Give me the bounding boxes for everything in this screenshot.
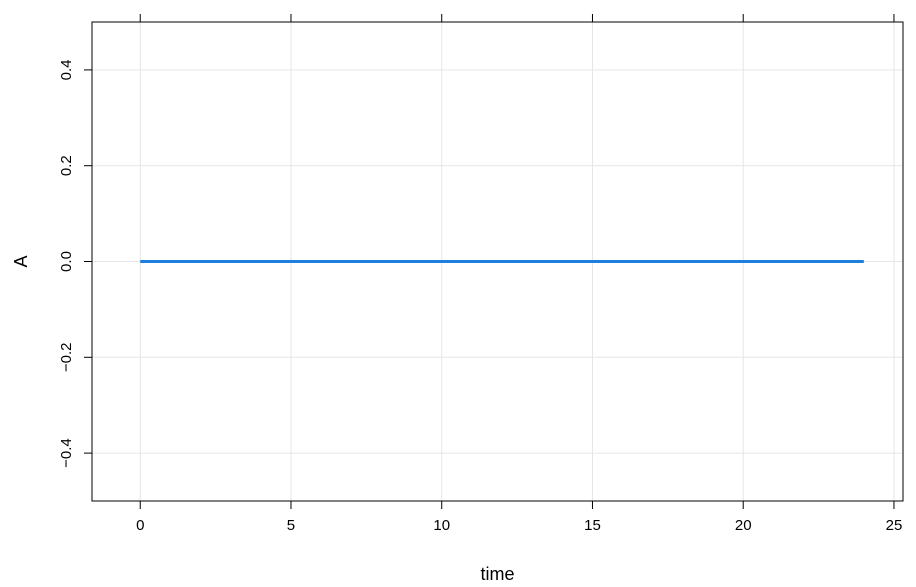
y-tick-label: 0.4: [58, 59, 75, 80]
y-tick-label: −0.4: [58, 438, 75, 468]
x-axis-title: time: [480, 564, 514, 584]
y-tick-label: 0.0: [58, 251, 75, 272]
y-axis-title: A: [11, 255, 31, 267]
x-tick-label: 25: [886, 517, 903, 534]
x-tick-label: 5: [287, 517, 295, 534]
y-tick-label: −0.2: [58, 342, 75, 372]
x-tick-label: 10: [433, 517, 450, 534]
x-tick-label: 0: [136, 517, 144, 534]
axis-ticks: [84, 14, 895, 509]
y-tick-label: 0.2: [58, 155, 75, 176]
tick-labels: 0 5 10 15 20 25 −0.4 −0.2 0.0 0.2 0.4: [58, 59, 902, 534]
x-tick-label: 15: [584, 517, 601, 534]
x-tick-label: 20: [735, 517, 752, 534]
